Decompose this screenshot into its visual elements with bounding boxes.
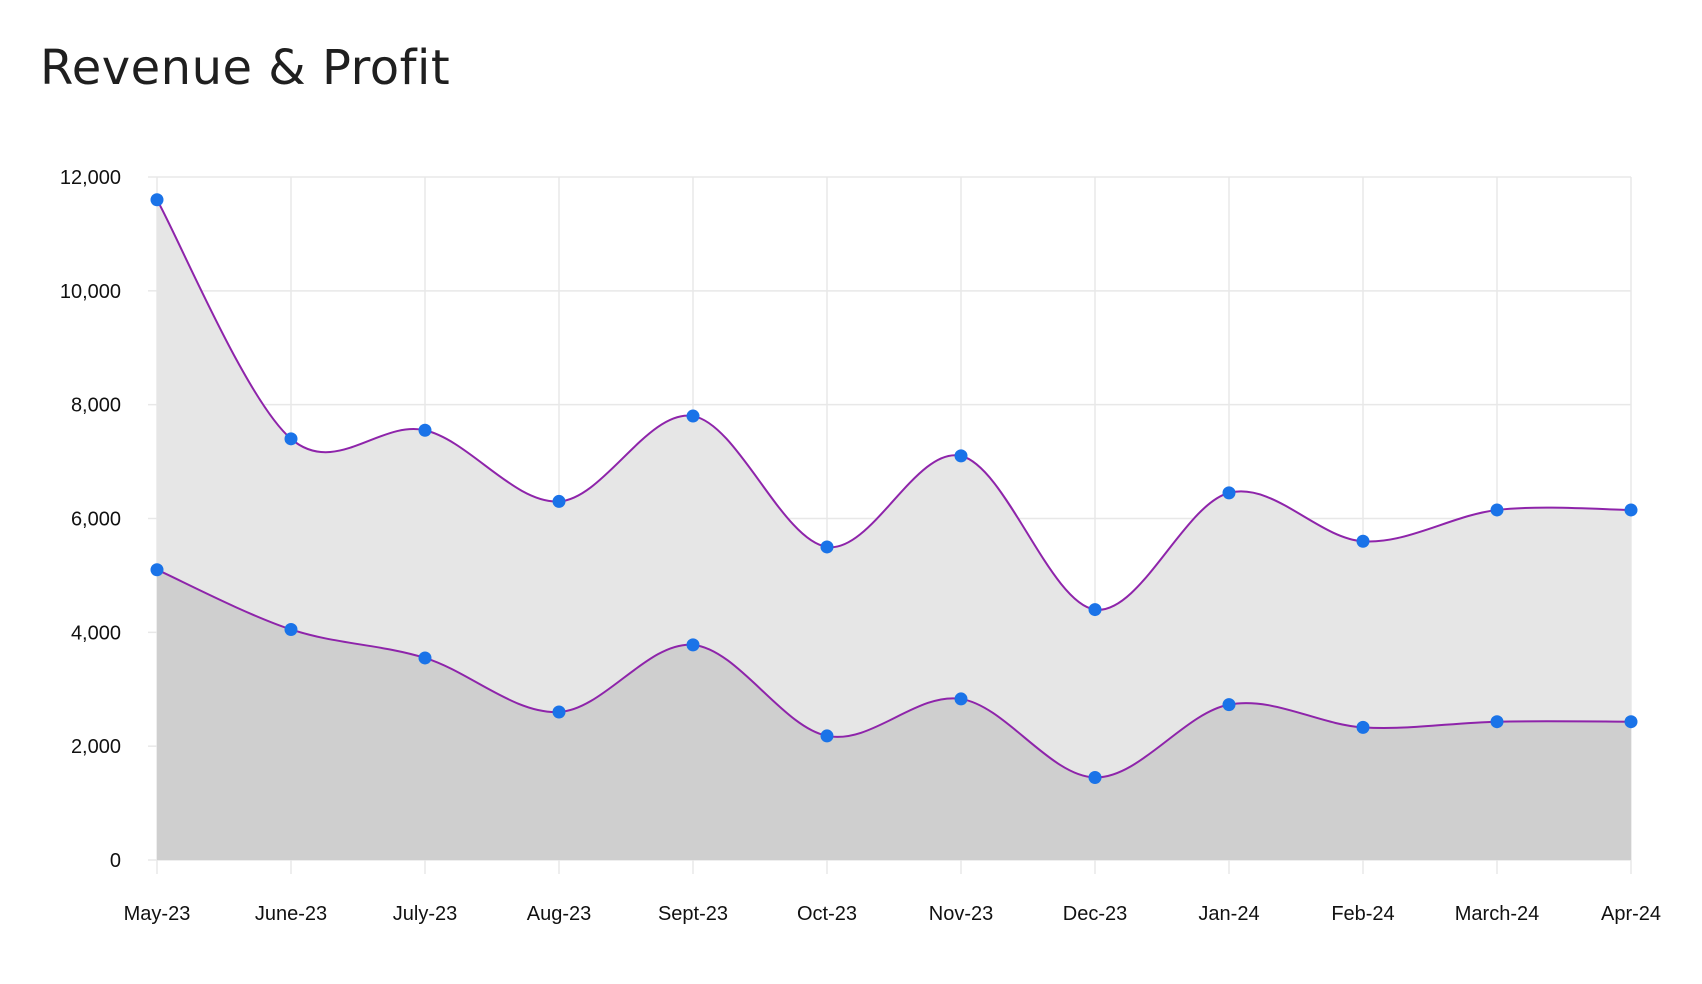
series-2-point[interactable] [284, 622, 298, 636]
x-tick-label: Sept-23 [658, 903, 728, 925]
y-tick-label: 2,000 [71, 736, 121, 758]
series-2-point[interactable] [552, 705, 566, 719]
series-1-area [157, 199, 1631, 860]
y-tick-label: 8,000 [71, 395, 121, 417]
chart-title: Revenue & Profit [40, 40, 451, 96]
y-tick-label: 6,000 [71, 509, 121, 531]
series-2-point[interactable] [954, 692, 968, 706]
series-1-point[interactable] [1356, 534, 1370, 548]
series-1-point[interactable] [954, 449, 968, 463]
x-tick-label: June-23 [255, 903, 327, 925]
series-2-point[interactable] [820, 729, 834, 743]
series-2-point[interactable] [150, 563, 164, 577]
x-tick-label: Feb-24 [1331, 903, 1394, 925]
series-2-point[interactable] [1490, 715, 1504, 729]
x-tick-label: Jan-24 [1198, 903, 1259, 925]
series-2-point[interactable] [686, 638, 700, 652]
y-tick-label: 0 [110, 850, 121, 872]
series-1-point[interactable] [1490, 503, 1504, 517]
area-layer [157, 199, 1631, 860]
series-1-point[interactable] [820, 540, 834, 554]
series-2-area [157, 569, 1631, 860]
x-tick-label: Nov-23 [929, 903, 993, 925]
y-tick-label: 4,000 [71, 622, 121, 644]
series-2-point[interactable] [1356, 720, 1370, 734]
x-tick-label: Dec-23 [1063, 903, 1127, 925]
x-tick-label: Apr-24 [1601, 903, 1661, 925]
x-tick-label: May-23 [124, 903, 191, 925]
x-tick-label: July-23 [393, 903, 457, 925]
marker-layer [150, 193, 1638, 784]
series-1-point[interactable] [1624, 503, 1638, 517]
series-2-point[interactable] [418, 651, 432, 665]
series-1-line [156, 199, 1632, 611]
series-1-point[interactable] [284, 432, 298, 446]
series-1-point[interactable] [1222, 486, 1236, 500]
series-2-point[interactable] [1222, 698, 1236, 712]
y-tick-label: 12,000 [60, 167, 121, 189]
y-tick-label: 10,000 [60, 281, 121, 303]
series-2-point[interactable] [1088, 770, 1102, 784]
x-tick-label: Aug-23 [527, 903, 592, 925]
series-2-point[interactable] [1624, 715, 1638, 729]
x-tick-label: Oct-23 [797, 903, 857, 925]
series-1-point[interactable] [686, 409, 700, 423]
series-1-point[interactable] [150, 193, 164, 207]
series-1-point[interactable] [418, 423, 432, 437]
series-1-point[interactable] [552, 494, 566, 508]
x-axis-ticks: May-23 June-23 July-23 Aug-23 Sept-23 Oct-23 N… [124, 903, 1661, 925]
y-axis-ticks: 0 2,000 4,000 6,000 8,000 10,000 12,000 [60, 167, 121, 872]
series-1-point[interactable] [1088, 603, 1102, 617]
x-tick-label: March-24 [1455, 903, 1539, 925]
